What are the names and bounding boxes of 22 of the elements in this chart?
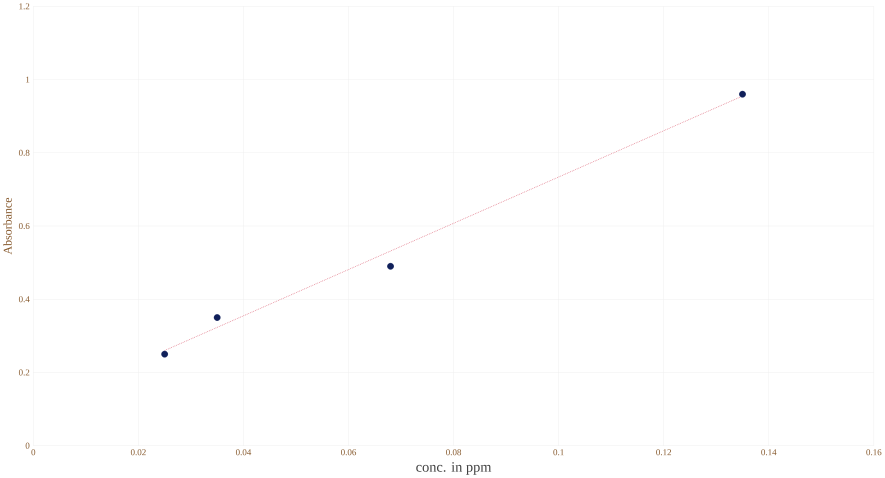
x-tick-label: 0.02	[130, 449, 146, 456]
y-tick-label: 1	[26, 76, 30, 83]
point	[214, 314, 221, 321]
y-tick-label: 0.2	[18, 369, 30, 376]
point	[161, 350, 168, 358]
x-tick-label: 0.08	[446, 449, 462, 456]
x-tick-label: 0.06	[341, 449, 356, 456]
x-tick-label: 0	[31, 449, 36, 456]
x-tick-label: 0.04	[236, 449, 252, 456]
x-tick-label: 0.16	[866, 449, 882, 456]
y-tick-label: 1.2	[19, 3, 30, 10]
x-tick-label: 0.14	[761, 449, 776, 456]
y-tick-label: 0.6	[18, 222, 30, 230]
y-tick-label: 0	[26, 442, 30, 449]
y-tick-label: 0.4	[18, 296, 30, 302]
x-axis-title: conc. in ppm	[416, 462, 492, 475]
y-axis-title: Absorbance	[3, 198, 12, 254]
x-tick-label: 0.1	[553, 449, 564, 456]
x-tick-label: 0.12	[656, 449, 672, 456]
y-tick-label: 0.8	[18, 150, 30, 156]
point	[387, 262, 394, 270]
point	[739, 90, 746, 98]
